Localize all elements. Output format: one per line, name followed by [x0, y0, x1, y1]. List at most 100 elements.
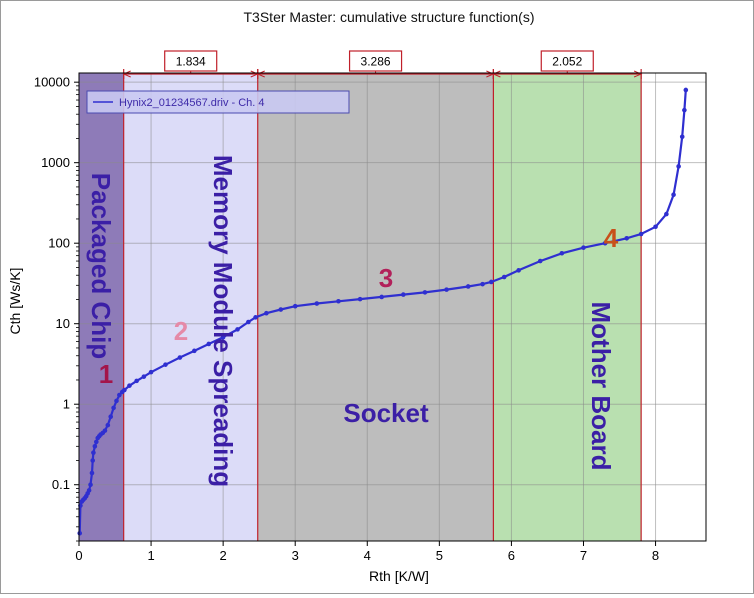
- region-1: [79, 73, 124, 541]
- dimension-label: 2.052: [552, 55, 582, 69]
- region-number-4: 4: [604, 223, 619, 253]
- series-point: [444, 287, 449, 292]
- x-tick-label: 6: [508, 548, 515, 563]
- dimension-box: [348, 50, 403, 72]
- series-point: [206, 341, 212, 347]
- series-point: [292, 303, 298, 309]
- x-axis-label: Rth [K/W]: [369, 568, 429, 584]
- series-point: [401, 292, 406, 297]
- series-point: [516, 268, 521, 273]
- region-4: [493, 73, 642, 541]
- series-point: [92, 444, 98, 449]
- series-point: [480, 281, 485, 287]
- series-point: [537, 258, 543, 264]
- series-point: [88, 482, 93, 488]
- x-tick-label: 3: [292, 548, 299, 563]
- series-point: [664, 211, 669, 217]
- series-point: [148, 369, 154, 375]
- region-label-4: Mother Board: [586, 302, 616, 471]
- y-axis-label: Cth [Ws/K]: [7, 268, 23, 335]
- series-point: [90, 458, 95, 463]
- y-tick-label: 1000: [41, 155, 70, 170]
- series-point: [127, 383, 132, 388]
- series-point: [638, 231, 644, 237]
- x-tick-label: 2: [220, 548, 227, 563]
- series-point: [653, 224, 658, 230]
- region-label-3: Socket: [343, 398, 429, 428]
- dimension-arrow: [256, 70, 265, 78]
- y-tick-label: 10000: [34, 75, 70, 90]
- series-point: [624, 236, 630, 241]
- dimension-arrow: [492, 70, 501, 78]
- dimension-label: 1.834: [176, 55, 206, 69]
- x-tick-label: 8: [652, 548, 659, 563]
- series-point: [501, 274, 507, 280]
- legend-entry: Hynix2_01234567.driv - Ch. 4: [119, 97, 265, 109]
- series-point: [253, 315, 258, 320]
- series-point: [264, 310, 269, 316]
- series-point: [235, 327, 240, 332]
- y-tick-label: 1: [63, 397, 70, 412]
- region-number-3: 3: [379, 263, 393, 293]
- series-point: [278, 307, 284, 312]
- series-point: [192, 348, 197, 354]
- series-point: [336, 298, 341, 304]
- dimension-arrow: [122, 70, 131, 78]
- regions-layer: [79, 73, 642, 541]
- series-point: [314, 301, 320, 306]
- series-point: [671, 192, 676, 198]
- legend-box: [86, 90, 350, 114]
- series-point: [682, 107, 687, 113]
- series-point: [134, 378, 139, 384]
- series-point: [122, 387, 127, 393]
- x-tick-label: 7: [580, 548, 587, 563]
- series-point: [357, 296, 363, 302]
- series-point: [465, 284, 471, 289]
- series-point: [105, 422, 111, 428]
- region-number-1: 1: [99, 359, 113, 389]
- dimension-box: [540, 50, 594, 72]
- legend[interactable]: Hynix2_01234567.driv - Ch. 4: [86, 90, 350, 114]
- series-point: [163, 362, 168, 367]
- series-layer: [77, 87, 689, 536]
- series-point: [177, 355, 183, 360]
- dimension-label: 3.286: [361, 55, 391, 69]
- series-point: [117, 392, 122, 398]
- series-point: [559, 250, 565, 256]
- region-2: [123, 73, 258, 541]
- series-point: [683, 87, 689, 93]
- x-tick-label: 0: [75, 548, 82, 563]
- series-point: [220, 334, 226, 340]
- series-point: [77, 530, 83, 536]
- series-point: [676, 164, 681, 169]
- x-tick-label: 1: [147, 548, 154, 563]
- series-point: [379, 294, 384, 300]
- series-point: [111, 405, 116, 411]
- series-point: [108, 414, 114, 419]
- y-tick-label: 100: [48, 236, 70, 251]
- axes-layer: 0 1 2 3 4 5 6 7 8 0.1 1 10 100 1000 10000: [34, 72, 707, 563]
- series-point: [422, 290, 428, 295]
- chart-title: T3Ster Master: cumulative structure func…: [244, 9, 535, 25]
- x-tick-label: 4: [364, 548, 371, 563]
- series-point: [102, 428, 108, 433]
- dimension-annotations: 1.834 3.286 2.052: [122, 50, 643, 79]
- series-point: [89, 470, 95, 476]
- x-tick-label: 5: [436, 548, 443, 563]
- y-tick-label: 0.1: [52, 477, 70, 492]
- series-point: [679, 134, 685, 140]
- series-point: [246, 319, 251, 325]
- y-tick-label: 10: [56, 316, 70, 331]
- series-point: [114, 398, 119, 404]
- series-point: [86, 488, 92, 493]
- series-point: [141, 374, 147, 379]
- series-point: [581, 245, 586, 250]
- dimension-box: [164, 50, 218, 72]
- series-point: [602, 240, 608, 246]
- dimension-arrow: [633, 70, 643, 78]
- plot-border: [78, 72, 707, 542]
- region-label-2: Memory Module Spreading: [208, 155, 238, 487]
